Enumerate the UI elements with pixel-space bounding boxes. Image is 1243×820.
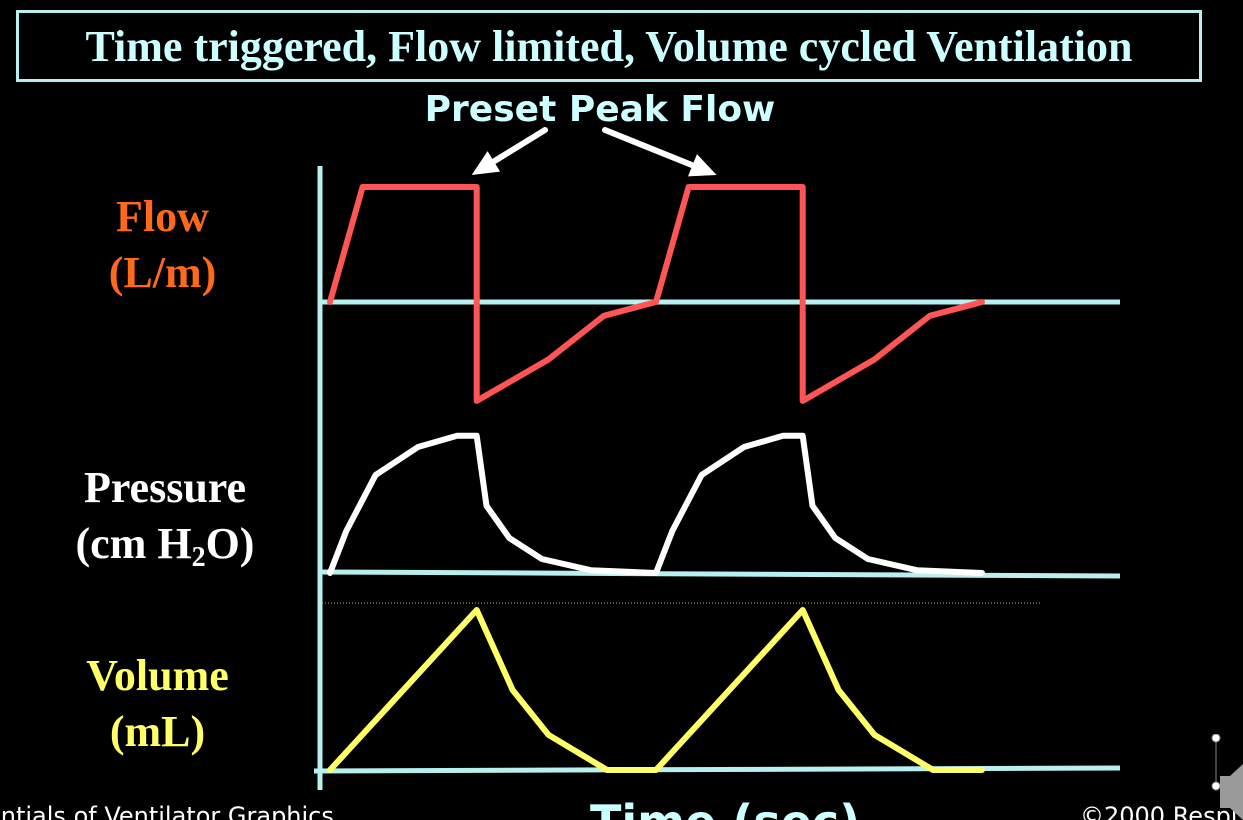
volume-label-line1: Volume: [86, 651, 229, 700]
speaker-icon[interactable]: [1210, 734, 1243, 820]
pressure-unit-suffix: O): [205, 519, 255, 568]
slide-title: Time triggered, Flow limited, Volume cyc…: [85, 21, 1133, 71]
volume-baseline: [313, 765, 1121, 774]
flow-label-line1: Flow: [116, 192, 209, 241]
pressure-label-line1: Pressure: [83, 463, 247, 512]
pressure-waveform: [327, 432, 985, 576]
pressure-axis-label: Pressure (cm H2O): [60, 460, 270, 586]
pressure-label-line2: (cm H2O): [60, 516, 270, 586]
series-layer: [327, 184, 985, 773]
annotation-arrow-1: [471, 127, 548, 175]
x-axis-label: Time (sec): [590, 795, 860, 820]
axes-layer: [313, 166, 1121, 790]
footer-copyright: ©2000 Respi: [1080, 802, 1238, 820]
preset-peak-flow-annotation: Preset Peak Flow: [424, 89, 776, 130]
pressure-unit-subscript: 2: [191, 542, 206, 573]
footer-course-title: entials of Ventilator Graphics: [0, 802, 334, 820]
annotation-arrow-2: [602, 127, 717, 177]
volume-waveform: [327, 607, 985, 773]
arrow-layer: [471, 127, 717, 177]
volume-axis-label: Volume (mL): [65, 648, 250, 760]
pressure-baseline: [321, 569, 1121, 579]
volume-label-line2: (mL): [109, 707, 206, 756]
pressure-unit-prefix: (cm H: [75, 519, 192, 568]
flow-label-line2: (L/m): [108, 248, 217, 297]
flow-waveform: [327, 184, 985, 404]
title-box: Time triggered, Flow limited, Volume cyc…: [16, 10, 1202, 82]
flow-axis-label: Flow (L/m): [80, 189, 245, 301]
